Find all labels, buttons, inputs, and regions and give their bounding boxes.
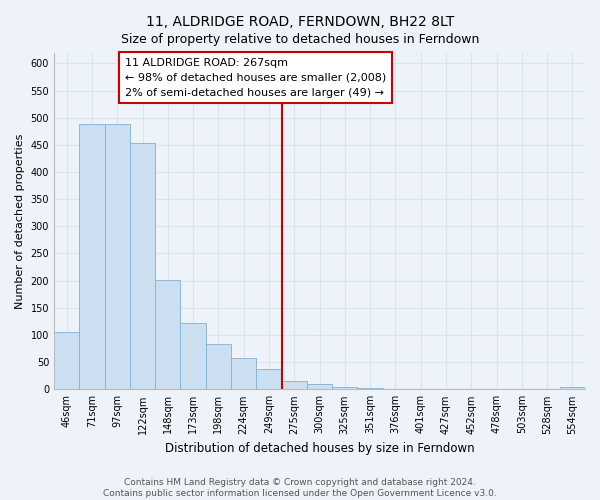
- Bar: [358, 388, 383, 390]
- Bar: [281, 381, 307, 390]
- Bar: [130, 143, 155, 390]
- Text: Contains HM Land Registry data © Crown copyright and database right 2024.
Contai: Contains HM Land Registry data © Crown c…: [103, 478, 497, 498]
- Bar: [181, 323, 206, 390]
- Bar: [54, 332, 79, 390]
- Y-axis label: Number of detached properties: Number of detached properties: [15, 133, 25, 308]
- Bar: [104, 124, 130, 390]
- Bar: [79, 124, 104, 390]
- Bar: [256, 368, 281, 390]
- Bar: [332, 386, 358, 390]
- Bar: [231, 358, 256, 390]
- X-axis label: Distribution of detached houses by size in Ferndown: Distribution of detached houses by size …: [165, 442, 475, 455]
- Bar: [206, 344, 231, 390]
- Bar: [408, 389, 433, 390]
- Bar: [307, 384, 332, 390]
- Text: 11, ALDRIDGE ROAD, FERNDOWN, BH22 8LT: 11, ALDRIDGE ROAD, FERNDOWN, BH22 8LT: [146, 15, 454, 29]
- Text: 11 ALDRIDGE ROAD: 267sqm
← 98% of detached houses are smaller (2,008)
2% of semi: 11 ALDRIDGE ROAD: 267sqm ← 98% of detach…: [125, 58, 386, 98]
- Bar: [155, 280, 181, 390]
- Text: Size of property relative to detached houses in Ferndown: Size of property relative to detached ho…: [121, 32, 479, 46]
- Bar: [560, 387, 585, 390]
